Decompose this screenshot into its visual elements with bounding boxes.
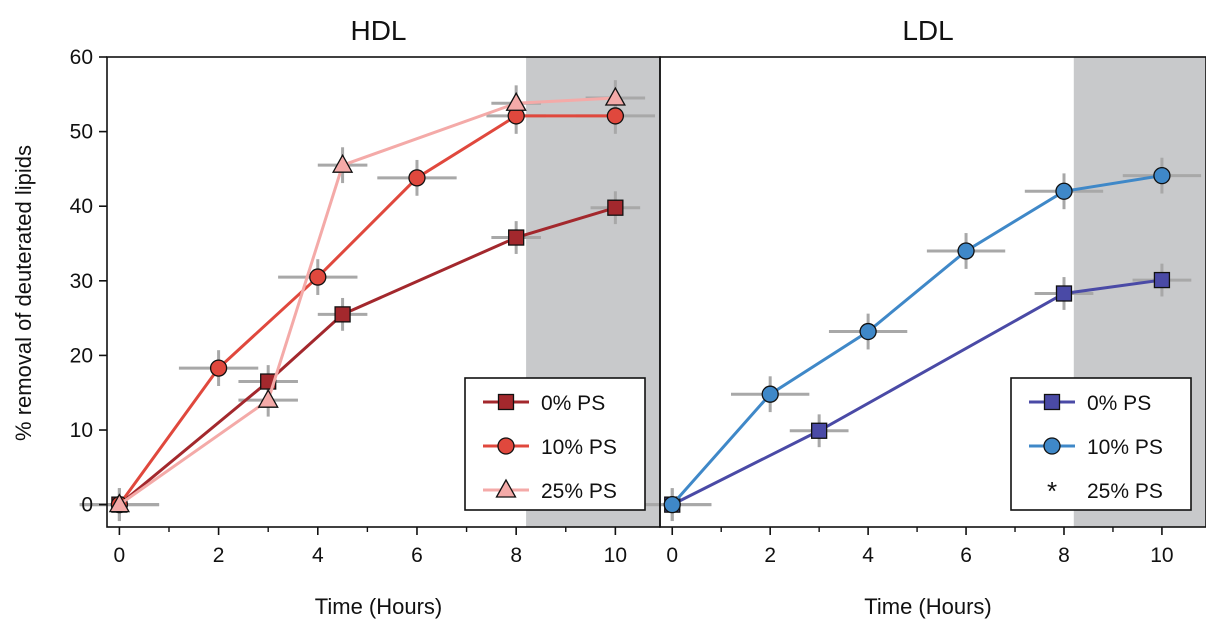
ldl-legend-25-ps-marker: * <box>1047 476 1057 506</box>
ldl-xtick-label-6: 6 <box>960 544 972 567</box>
hdl-x-axis-title: Time (Hours) <box>315 594 443 619</box>
ldl-legend-0-ps-label: 0% PS <box>1087 392 1151 415</box>
hdl-panel-title: HDL <box>350 15 406 46</box>
hdl-xtick-label-8: 8 <box>510 544 522 567</box>
ldl-10-ps-point-4 <box>1055 182 1073 200</box>
ldl-xtick-label-2: 2 <box>764 544 776 567</box>
ldl-legend-0-ps-marker <box>1043 393 1061 411</box>
ldl-xtick-label-8: 8 <box>1058 544 1070 567</box>
ldl-10-ps-line <box>671 174 1163 506</box>
hdl-10-ps-point-1 <box>209 359 228 377</box>
hdl-10-ps-line <box>118 114 616 506</box>
hdl-legend-box <box>464 377 646 511</box>
ldl-panel-title: LDL <box>902 15 953 46</box>
hdl-0-ps-point-4 <box>607 199 624 216</box>
hdl-10-ps-point-3 <box>408 169 426 187</box>
hdl-legend-10-ps-marker <box>497 437 515 455</box>
hdl-0-ps-point-2 <box>334 306 351 323</box>
hdl-xtick-label-0: 0 <box>114 544 126 567</box>
ldl-10-ps-point-0 <box>663 495 681 514</box>
ldl-x-axis-title: Time (Hours) <box>864 594 992 619</box>
hdl-ytick-label-30: 30 <box>70 270 93 293</box>
ldl-10-ps-point-3 <box>957 242 975 260</box>
ldl-xtick-label-4: 4 <box>862 544 874 567</box>
ldl-0-ps-point-2 <box>1055 285 1073 302</box>
ldl-frame <box>659 56 1206 528</box>
ldl-10-ps-point-1 <box>761 385 779 403</box>
ldl-legend-10-ps-marker <box>1043 437 1061 455</box>
hdl-ytick-label-20: 20 <box>70 344 93 367</box>
hdl-ytick-label-50: 50 <box>70 121 93 144</box>
hdl-legend-0-ps-marker <box>497 393 515 411</box>
hdl-legend-0-ps-label: 0% PS <box>541 392 605 415</box>
hdl-xtick-label-10: 10 <box>604 544 627 567</box>
ldl-xtick-label-0: 0 <box>666 544 678 567</box>
y-axis-title: % removal of deuterated lipids <box>11 145 36 441</box>
hdl-25-ps-point-4 <box>604 86 626 106</box>
hdl-10-ps-point-2 <box>309 268 327 286</box>
hdl-25-ps-point-1 <box>257 388 279 408</box>
ldl-legend-box <box>1010 377 1192 511</box>
hdl-25-ps-point-2 <box>331 153 354 173</box>
ldl-xtick-label-10: 10 <box>1150 544 1173 567</box>
hdl-legend-10-ps-label: 10% PS <box>541 436 617 459</box>
hdl-ytick-label-0: 0 <box>81 494 93 517</box>
hdl-0-ps-point-3 <box>508 229 525 246</box>
ldl-legend-25-ps-label: 25% PS <box>1087 480 1163 503</box>
hdl-25-ps-point-3 <box>505 91 527 111</box>
hdl-ytick-label-40: 40 <box>70 195 93 218</box>
hdl-legend-25-ps-label: 25% PS <box>541 480 617 503</box>
ldl-legend-10-ps-label: 10% PS <box>1087 436 1163 459</box>
hdl-xtick-label-2: 2 <box>213 544 225 567</box>
hdl-legend-25-ps-marker <box>495 478 517 498</box>
ldl-0-ps-point-1 <box>810 422 828 439</box>
hdl-ytick-label-10: 10 <box>70 419 93 442</box>
ldl-10-ps-point-5 <box>1153 166 1171 185</box>
ldl-0-ps-line <box>671 278 1163 506</box>
hdl-xtick-label-6: 6 <box>411 544 423 567</box>
ldl-10-ps-point-2 <box>859 322 877 341</box>
hdl-10-ps-point-5 <box>606 107 625 125</box>
hdl-25-ps-point-0 <box>108 493 131 513</box>
ldl-0-ps-point-3 <box>1153 271 1171 289</box>
hdl-ytick-label-60: 60 <box>70 46 93 69</box>
hdl-xtick-label-4: 4 <box>312 544 324 567</box>
